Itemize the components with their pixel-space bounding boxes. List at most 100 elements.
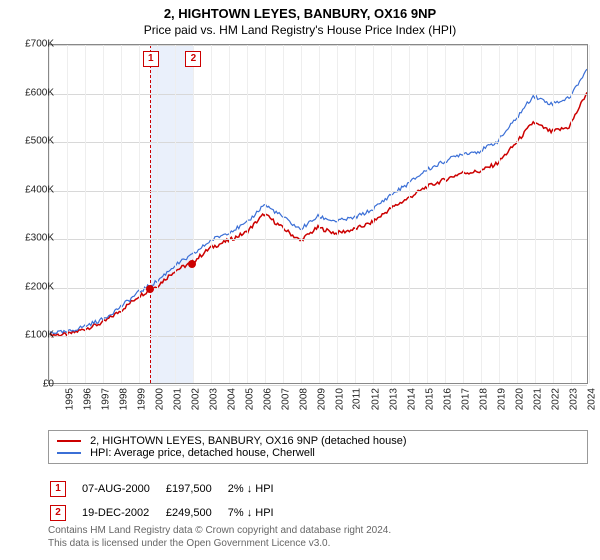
x-axis-label: 1995 <box>64 388 75 410</box>
gridline-v <box>571 45 572 383</box>
x-axis-label: 1996 <box>82 388 93 410</box>
sale-dot <box>188 260 196 268</box>
sale-marker-chip: 1 <box>50 481 66 497</box>
license-text: Contains HM Land Registry data © Crown c… <box>48 524 588 550</box>
x-axis-label: 2007 <box>280 388 291 410</box>
sale-marker-box: 1 <box>143 51 159 67</box>
gridline-v <box>301 45 302 383</box>
gridline-v <box>283 45 284 383</box>
x-axis-label: 1998 <box>118 388 129 410</box>
gridline-h <box>49 385 587 386</box>
gridline-v <box>265 45 266 383</box>
sale-delta: 2% ↓ HPI <box>228 478 288 500</box>
x-axis-label: 2002 <box>190 388 201 410</box>
gridline-v <box>175 45 176 383</box>
sale-dot <box>146 285 154 293</box>
legend-label: HPI: Average price, detached house, Cher… <box>90 447 315 459</box>
gridline-h <box>49 142 587 143</box>
x-axis-label: 2013 <box>388 388 399 410</box>
y-axis-label: £200K <box>25 281 54 292</box>
gridline-v <box>337 45 338 383</box>
x-axis-label: 2001 <box>172 388 183 410</box>
series-line-hpi <box>49 69 587 333</box>
legend-item: HPI: Average price, detached house, Cher… <box>57 447 579 459</box>
gridline-v <box>481 45 482 383</box>
x-axis-label: 2018 <box>478 388 489 410</box>
x-axis-label: 1997 <box>100 388 111 410</box>
x-axis-label: 2020 <box>514 388 525 410</box>
legend-swatch <box>57 452 81 454</box>
sale-date: 07-AUG-2000 <box>82 478 164 500</box>
y-axis-label: £0 <box>43 379 54 390</box>
x-axis-label: 2019 <box>496 388 507 410</box>
sale-delta: 7% ↓ HPI <box>228 502 288 524</box>
x-axis-label: 1999 <box>136 388 147 410</box>
gridline-v <box>103 45 104 383</box>
gridline-v <box>427 45 428 383</box>
y-axis-label: £600K <box>25 87 54 98</box>
legend-swatch <box>57 440 81 442</box>
chart-lines-svg <box>49 45 587 383</box>
x-axis-label: 2003 <box>208 388 219 410</box>
x-axis-label: 2023 <box>568 388 579 410</box>
gridline-v <box>67 45 68 383</box>
x-axis-label: 2004 <box>226 388 237 410</box>
sale-marker-chip: 2 <box>50 505 66 521</box>
gridline-v <box>517 45 518 383</box>
gridline-v <box>355 45 356 383</box>
gridline-v <box>139 45 140 383</box>
gridline-v <box>211 45 212 383</box>
chart-title: 2, HIGHTOWN LEYES, BANBURY, OX16 9NP <box>0 0 600 21</box>
x-axis-label: 2005 <box>244 388 255 410</box>
x-axis-label: 2000 <box>154 388 165 410</box>
x-axis-label: 2017 <box>460 388 471 410</box>
chart-subtitle: Price paid vs. HM Land Registry's House … <box>0 21 600 41</box>
gridline-v <box>247 45 248 383</box>
gridline-v <box>589 45 590 383</box>
x-axis-label: 2024 <box>586 388 597 410</box>
legend-box: 2, HIGHTOWN LEYES, BANBURY, OX16 9NP (de… <box>48 430 588 464</box>
x-axis-label: 2021 <box>532 388 543 410</box>
gridline-v <box>463 45 464 383</box>
gridline-v <box>553 45 554 383</box>
gridline-h <box>49 45 587 46</box>
x-axis-label: 2008 <box>298 388 309 410</box>
x-axis-label: 2015 <box>424 388 435 410</box>
gridline-v <box>391 45 392 383</box>
sale-date: 19-DEC-2002 <box>82 502 164 524</box>
gridline-h <box>49 191 587 192</box>
x-axis-label: 2010 <box>334 388 345 410</box>
gridline-v <box>157 45 158 383</box>
gridline-v <box>445 45 446 383</box>
gridline-v <box>499 45 500 383</box>
gridline-v <box>193 45 194 383</box>
y-axis-label: £700K <box>25 39 54 50</box>
sales-table: 1 07-AUG-2000 £197,500 2% ↓ HPI 2 19-DEC… <box>48 476 290 526</box>
gridline-v <box>319 45 320 383</box>
sale-price: £197,500 <box>166 478 226 500</box>
gridline-h <box>49 94 587 95</box>
x-axis-label: 2009 <box>316 388 327 410</box>
x-axis-label: 2014 <box>406 388 417 410</box>
x-axis-label: 2006 <box>262 388 273 410</box>
table-row: 2 19-DEC-2002 £249,500 7% ↓ HPI <box>50 502 288 524</box>
gridline-v <box>409 45 410 383</box>
y-axis-label: £100K <box>25 330 54 341</box>
x-axis-label: 2022 <box>550 388 561 410</box>
x-axis-label: 2012 <box>370 388 381 410</box>
gridline-v <box>373 45 374 383</box>
gridline-v <box>535 45 536 383</box>
chart-plot-area: 12 <box>48 44 588 384</box>
gridline-h <box>49 239 587 240</box>
y-axis-label: £500K <box>25 136 54 147</box>
legend-label: 2, HIGHTOWN LEYES, BANBURY, OX16 9NP (de… <box>90 435 407 447</box>
gridline-v <box>121 45 122 383</box>
gridline-h <box>49 336 587 337</box>
sale-marker-box: 2 <box>185 51 201 67</box>
y-axis-label: £300K <box>25 233 54 244</box>
x-axis-label: 2011 <box>352 388 363 410</box>
legend-item: 2, HIGHTOWN LEYES, BANBURY, OX16 9NP (de… <box>57 435 579 447</box>
gridline-v <box>229 45 230 383</box>
gridline-h <box>49 288 587 289</box>
gridline-v <box>85 45 86 383</box>
